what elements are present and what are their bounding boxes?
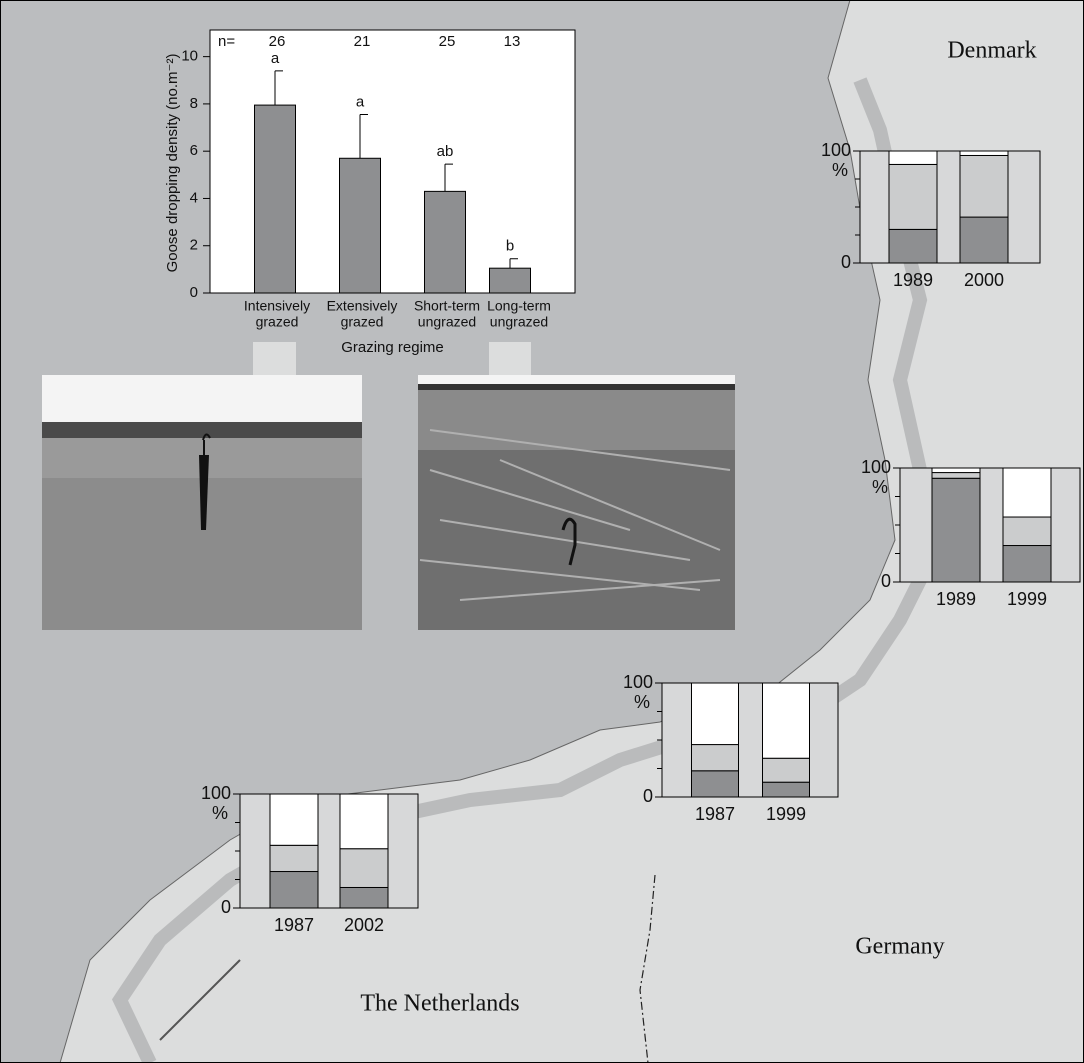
y-tick-label: 0	[643, 786, 653, 806]
n-label: n=	[218, 33, 235, 50]
bar-segment	[1002, 467, 1052, 518]
x-tick-label: 1999	[1007, 589, 1047, 609]
plot-area	[860, 151, 1040, 263]
unit-label: %	[832, 160, 848, 180]
bar-segment	[762, 781, 810, 798]
x-tick-label: Intensively	[244, 298, 310, 314]
bar-segment	[339, 886, 389, 909]
bar-segment	[931, 467, 981, 474]
bar	[424, 190, 466, 294]
x-tick-label: 1987	[695, 804, 735, 824]
bar-segment	[269, 871, 319, 909]
bar-segment	[959, 216, 1009, 264]
y-tick-label: 100	[861, 457, 891, 477]
connector	[489, 342, 531, 375]
bar-segment	[931, 477, 981, 583]
plot-area	[662, 683, 838, 797]
bar-segment	[339, 793, 389, 850]
border-line	[639, 874, 656, 1063]
bar-segment	[691, 744, 739, 772]
y-tick-label: 6	[190, 142, 198, 159]
plot-area	[240, 794, 418, 908]
y-tick-label: 10	[181, 48, 198, 65]
x-tick-label: ungrazed	[418, 314, 476, 330]
bar-segment	[888, 150, 938, 165]
x-tick-label: 1989	[893, 270, 933, 290]
bar-segment	[691, 770, 739, 798]
photo	[42, 375, 362, 630]
map-label: The Netherlands	[360, 991, 519, 1017]
x-tick-label: Extensively	[327, 298, 398, 314]
bar	[489, 267, 531, 294]
bar-segment	[959, 150, 1009, 156]
x-tick-label: Long-term	[487, 298, 551, 314]
y-tick-label: 0	[190, 284, 198, 301]
x-tick-label: grazed	[341, 314, 384, 330]
letter-label: a	[271, 50, 280, 67]
bar	[254, 104, 296, 294]
error-bar	[359, 114, 368, 159]
bar	[339, 157, 381, 294]
y-axis-label: Goose dropping density (no.m⁻²)	[164, 54, 181, 273]
letter-label: ab	[437, 143, 454, 160]
x-axis-label: Grazing regime	[341, 339, 444, 356]
n-value: 21	[354, 33, 371, 50]
bar-segment	[888, 228, 938, 264]
bar-segment	[762, 757, 810, 783]
bar-segment	[1002, 516, 1052, 547]
bar-segment	[691, 682, 739, 746]
y-tick-label: 0	[881, 571, 891, 591]
error-bar	[274, 70, 283, 106]
n-value: 13	[504, 33, 521, 50]
map-label: Germany	[855, 934, 944, 960]
y-tick-label: 8	[190, 95, 198, 112]
y-tick-label: 0	[841, 252, 851, 272]
error-bar	[444, 163, 453, 192]
photo	[418, 375, 735, 630]
connector	[253, 342, 296, 375]
x-tick-label: ungrazed	[490, 314, 548, 330]
error-bar	[509, 258, 518, 269]
x-tick-label: 2000	[964, 270, 1004, 290]
x-tick-label: grazed	[256, 314, 299, 330]
map-label: Denmark	[947, 38, 1036, 64]
y-tick-label: 100	[623, 672, 653, 692]
x-tick-label: Short-term	[414, 298, 480, 314]
n-value: 25	[439, 33, 456, 50]
bar-segment	[959, 154, 1009, 218]
y-tick-label: 2	[190, 237, 198, 254]
unit-label: %	[634, 692, 650, 712]
x-tick-label: 1999	[766, 804, 806, 824]
bar-segment	[931, 472, 981, 479]
y-tick-label: 100	[201, 783, 231, 803]
x-tick-label: 1987	[274, 915, 314, 935]
y-tick-label: 100	[821, 140, 851, 160]
unit-label: %	[212, 803, 228, 823]
bar-segment	[1002, 545, 1052, 583]
bar-segment	[339, 848, 389, 888]
bar-segment	[888, 163, 938, 230]
unit-label: %	[872, 477, 888, 497]
border-line	[159, 959, 241, 1041]
y-tick-label: 0	[221, 897, 231, 917]
y-tick-label: 4	[190, 189, 198, 206]
n-value: 26	[269, 33, 286, 50]
bar-segment	[762, 682, 810, 759]
bar-segment	[269, 793, 319, 846]
letter-label: b	[506, 238, 514, 255]
plot-area	[900, 468, 1080, 582]
bar-segment	[269, 844, 319, 873]
letter-label: a	[356, 94, 365, 111]
x-tick-label: 2002	[344, 915, 384, 935]
x-tick-label: 1989	[936, 589, 976, 609]
